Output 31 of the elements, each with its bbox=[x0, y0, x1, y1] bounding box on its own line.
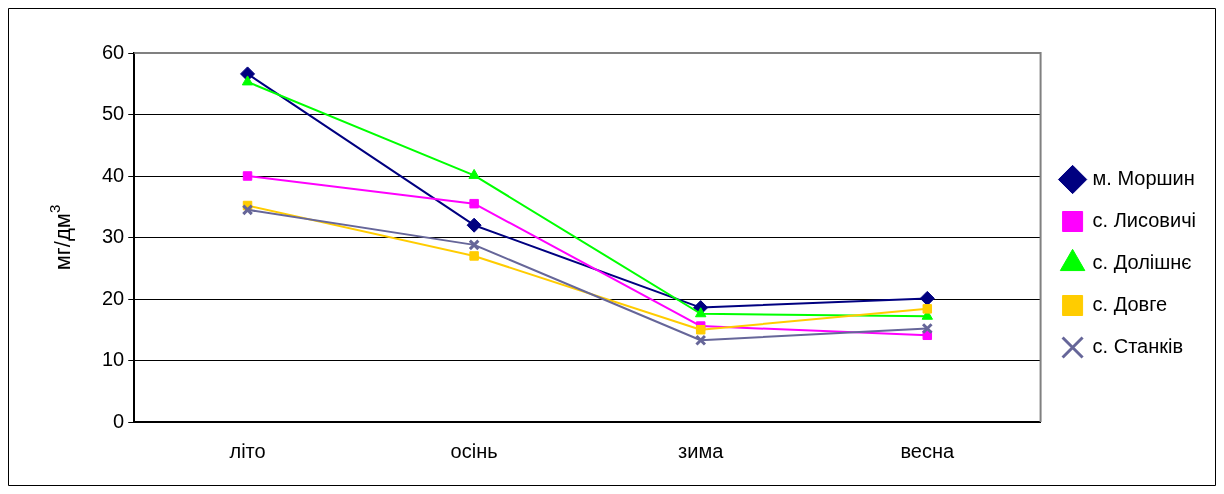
point bbox=[468, 168, 480, 179]
legend-label: с. Станків bbox=[1092, 335, 1184, 358]
x-tick-label: зима bbox=[678, 439, 725, 462]
y-axis-title: мг/дм3 bbox=[46, 204, 75, 271]
point bbox=[241, 204, 254, 216]
x-tick-label: літо bbox=[229, 439, 266, 462]
y-tick-label: 0 bbox=[113, 409, 125, 432]
point bbox=[466, 217, 482, 233]
y-tick-label: 40 bbox=[102, 163, 125, 186]
point bbox=[919, 290, 935, 306]
point bbox=[922, 304, 933, 314]
legend-label: с. Долішнє bbox=[1092, 251, 1192, 274]
x-tick-label: осінь bbox=[450, 439, 498, 462]
point bbox=[469, 251, 479, 261]
x-tick-label: весна bbox=[900, 439, 956, 462]
point bbox=[469, 198, 479, 209]
point bbox=[241, 75, 254, 86]
point bbox=[242, 171, 253, 181]
y-tick-label: 30 bbox=[102, 225, 125, 248]
legend-label: с. Лисовичі bbox=[1092, 209, 1196, 232]
y-tick-label: 20 bbox=[102, 286, 125, 309]
point bbox=[695, 307, 707, 318]
y-tick-label: 60 bbox=[102, 40, 125, 63]
legend-label: с. Довге bbox=[1092, 293, 1168, 316]
point bbox=[694, 334, 707, 346]
point bbox=[695, 325, 706, 335]
point bbox=[921, 322, 934, 335]
point bbox=[468, 239, 480, 251]
y-tick-label: 50 bbox=[102, 102, 125, 125]
legend-label: м. Моршин bbox=[1092, 167, 1195, 190]
y-tick-label: 10 bbox=[102, 348, 125, 371]
